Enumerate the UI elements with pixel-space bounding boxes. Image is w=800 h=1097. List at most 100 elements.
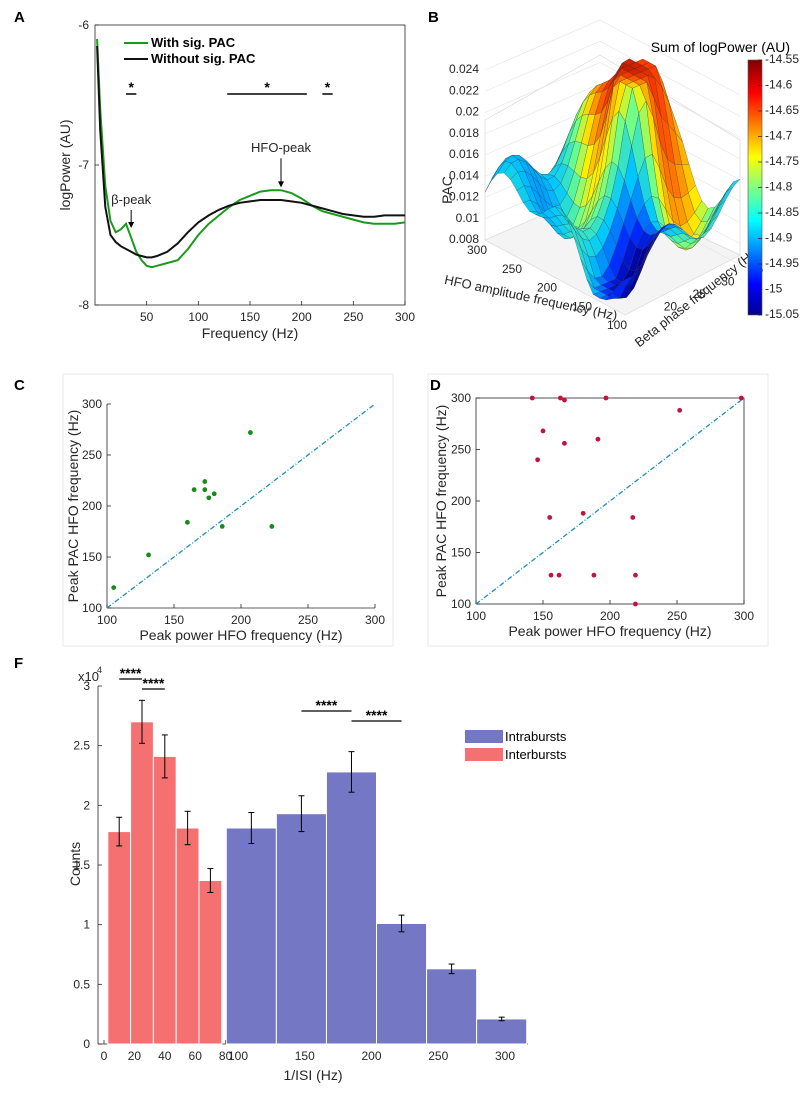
panel-b-ztick-label: 0.02 <box>456 105 480 119</box>
panel-d-frame <box>427 373 769 647</box>
panel-f-xlabel: 1/ISI (Hz) <box>283 1067 342 1083</box>
panel-b-xtick-label: 250 <box>502 262 522 276</box>
colorbar-tick-label: -14.55 <box>765 52 799 66</box>
legend-label-without-pac: Without sig. PAC <box>151 51 256 66</box>
panel-b-surface: 0.024 0.022 0.02 0.018 0.016 0.014 0.012 0.01 0.… <box>439 19 799 350</box>
colorbar-tick-label: -14.95 <box>765 256 799 270</box>
panel-label-d: D <box>430 377 441 394</box>
panel-f-ytick-label: 1 <box>83 918 90 932</box>
panel-d-xtick-label: 150 <box>533 609 553 623</box>
panel-label-c: C <box>14 377 25 394</box>
panel-c-point <box>202 487 208 493</box>
panel-c-point <box>146 552 151 558</box>
panel-c-ytick-label: 300 <box>82 397 102 411</box>
panel-b-ztick-label: 0.016 <box>449 147 479 161</box>
panel-a-xtick-label: 200 <box>292 310 312 324</box>
surface-gridline <box>484 19 741 96</box>
panel-d-identity-line <box>475 397 745 605</box>
panel-c-xtick-label: 150 <box>164 613 184 627</box>
panel-f-exponent: x10 <box>78 669 99 684</box>
significance-stars: **** <box>120 665 142 681</box>
panel-f-exponent-power: 4 <box>97 665 102 675</box>
panel-a-xtick-label: 100 <box>188 310 208 324</box>
panel-c-point <box>219 524 225 529</box>
panel-d-point <box>591 572 597 578</box>
panel-a-ylabel: logPower (AU) <box>57 119 73 210</box>
panel-b-ztick-label: 0.012 <box>449 190 479 204</box>
legend-label-with-pac: With sig. PAC <box>151 35 236 50</box>
bar-intrabursts <box>325 771 378 1045</box>
surface-gridline <box>484 83 741 160</box>
panel-d-xtick-label: 300 <box>734 609 754 623</box>
panel-b-ztick-label: 0.014 <box>449 168 479 182</box>
bar-intrabursts <box>376 922 428 1045</box>
significance-stars: **** <box>316 697 338 713</box>
panel-c-xtick-label: 300 <box>365 613 385 627</box>
colorbar-title: Sum of logPower (AU) <box>651 39 790 55</box>
panel-b-ztick-label: 0.018 <box>449 126 479 140</box>
panel-c-xtick-label: 100 <box>97 613 117 627</box>
panel-d-xlabel: Peak power HFO frequency (Hz) <box>508 623 711 639</box>
panel-c-point <box>206 495 212 501</box>
panel-c-point <box>269 524 275 529</box>
bar-intrabursts <box>225 827 277 1045</box>
bar-intrabursts <box>426 968 478 1045</box>
panel-c-ylabel: Peak PAC HFO frequency (Hz) <box>65 410 81 603</box>
panel-f-xtick-label: 250 <box>428 1049 448 1063</box>
surface-patch <box>618 276 633 287</box>
panel-f-xtick-label: 0 <box>101 1049 108 1063</box>
panel-d-point <box>529 395 535 401</box>
panel-b-ytick-label: 30 <box>721 275 735 289</box>
panel-c-identity-line <box>106 403 376 609</box>
panel-d-ytick-label: 300 <box>451 391 471 405</box>
panel-a-xtick-label: 50 <box>140 310 154 324</box>
colorbar-tick-label: -14.75 <box>765 154 799 168</box>
panel-b-ztick-label: 0.022 <box>449 83 479 97</box>
panel-f-ytick-label: 2 <box>83 798 90 812</box>
panel-f-xtick-label: 200 <box>361 1049 381 1063</box>
panel-a-ytick-label: -8 <box>78 298 89 312</box>
panel-d-ytick-label: 100 <box>451 597 471 611</box>
panel-d-point <box>562 397 567 403</box>
panel-a-line-chart: 50 100 150 200 250 300 -6 -7 -8 * * * β-peak HFO-pe… <box>57 18 415 341</box>
panel-c-xtick-label: 200 <box>231 613 251 627</box>
panel-d-point <box>548 572 554 578</box>
significance-stars: **** <box>366 707 388 723</box>
panel-c-point <box>185 519 190 525</box>
bar-interbursts <box>107 831 132 1045</box>
colorbar-tick-label: -14.7 <box>765 129 793 143</box>
panel-b-ytick-label: 25 <box>693 287 707 301</box>
bar-interbursts <box>175 827 200 1045</box>
panel-d-ytick-label: 250 <box>451 443 471 457</box>
panel-d-point <box>633 572 638 578</box>
colorbar-tick-label: -14.8 <box>765 180 793 194</box>
panel-d-scatter: 100 150 200 250 300 100 150 200 250 300 Peak powe… <box>427 373 769 647</box>
panel-b-ztick-label: 0.008 <box>449 232 479 246</box>
panel-d-xtick-label: 200 <box>600 609 620 623</box>
significance-star: * <box>128 79 134 95</box>
panel-c-ytick-label: 100 <box>82 601 102 615</box>
panel-f-xtick-label: 80 <box>219 1049 233 1063</box>
panel-d-xtick-label: 250 <box>667 609 687 623</box>
panel-d-point <box>556 572 562 578</box>
panel-d-point <box>558 395 563 401</box>
colorbar-tick-label: -14.6 <box>765 78 793 92</box>
panel-d-point <box>633 601 638 607</box>
significance-star: * <box>264 79 270 95</box>
panel-c-ytick-label: 250 <box>82 448 102 462</box>
panel-d-ytick-label: 200 <box>451 494 471 508</box>
panel-b-xtick-label: 200 <box>537 281 557 295</box>
legend-swatch-interbursts <box>465 748 503 761</box>
panel-f-ytick-label: 0.5 <box>73 977 90 991</box>
panel-d-point <box>547 515 553 520</box>
panel-label-a: A <box>14 9 25 26</box>
panel-c-scatter: 100 150 200 250 300 100 150 200 250 300 Peak powe… <box>62 373 394 647</box>
panel-a-ytick-label: -6 <box>78 18 89 32</box>
panel-a-xlabel: Frequency (Hz) <box>202 325 298 341</box>
panel-b-xtick-label: 150 <box>572 299 592 313</box>
significance-stars: **** <box>143 675 165 691</box>
annotation-arrow-head <box>278 181 284 188</box>
series-line-without-pac <box>96 45 405 259</box>
panel-a-ytick-label: -7 <box>78 158 89 172</box>
